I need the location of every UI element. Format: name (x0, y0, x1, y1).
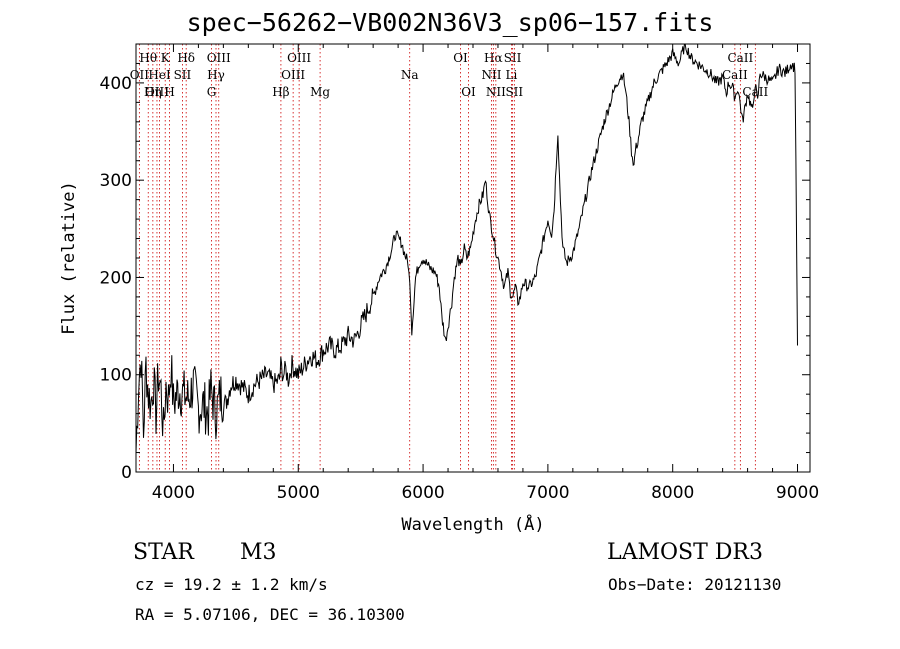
x-tick-label: 4000 (152, 483, 195, 503)
line-marker-label: SII (174, 68, 192, 82)
line-marker-label: Hα (484, 51, 503, 65)
x-tick-label: 5000 (277, 483, 320, 503)
line-marker-label: OIII (207, 51, 231, 65)
y-tick-label: 100 (100, 366, 132, 386)
y-axis-label: Flux (relative) (59, 181, 79, 335)
x-tick-label: 7000 (526, 483, 569, 503)
line-marker-label: Hη (144, 85, 162, 99)
line-marker-label: Mg (310, 85, 330, 99)
line-marker-label: OI (453, 51, 468, 65)
x-tick-label: 8000 (651, 483, 694, 503)
line-marker-label: OIII (287, 51, 311, 65)
coords-text: RA = 5.07106, DEC = 36.10300 (135, 605, 405, 624)
line-marker-label: OII (130, 68, 150, 82)
line-marker-label: Hδ (177, 51, 195, 65)
axis-ticks-layer: 4000 5000 6000 7000 8000 9000 0 100 200 300 400 (100, 43, 819, 503)
obs-date-text: Obs−Date: 20121130 (608, 575, 782, 594)
line-marker-label: G (207, 85, 217, 99)
line-marker-label: CaII (742, 85, 768, 99)
object-class: STAR (133, 540, 194, 565)
line-marker-label: Hθ (139, 51, 157, 65)
line-marker-label: OI (461, 85, 476, 99)
chart-title: spec−56262−VB002N36V3_sp06−157.fits (186, 8, 714, 37)
line-marker-label: HeI (148, 68, 171, 82)
y-tick-label: 0 (121, 463, 132, 483)
line-marker-label: NII (481, 68, 501, 82)
y-tick-label: 200 (100, 268, 132, 288)
redshift-text: cz = 19.2 ± 1.2 km/s (135, 575, 328, 594)
line-marker-label: SII (504, 51, 522, 65)
y-tick-label: 400 (100, 74, 132, 94)
line-marker-label: OIII (281, 68, 305, 82)
line-marker-label: CaII (722, 68, 748, 82)
x-axis-label: Wavelength (Å) (401, 513, 544, 535)
spectrum-line (135, 43, 798, 454)
line-marker-label: Hγ (207, 68, 225, 82)
line-marker-label: Li (506, 68, 518, 82)
x-tick-label: 6000 (401, 483, 444, 503)
line-marker-label: OIII (145, 85, 169, 99)
line-marker-label: CaII (727, 51, 753, 65)
line-marker-label: K (161, 51, 171, 65)
survey-name: LAMOST DR3 (607, 540, 763, 565)
x-tick-label: 9000 (776, 483, 819, 503)
line-marker-label: Hβ (272, 85, 289, 99)
object-subclass: M3 (240, 540, 277, 565)
plot-frame (135, 43, 811, 473)
line-marker-label: H (164, 85, 174, 99)
line-marker-label: NII (486, 85, 506, 99)
y-tick-label: 300 (100, 171, 132, 191)
line-marker-label: Na (401, 68, 419, 82)
line-marker-label: SII (505, 85, 523, 99)
